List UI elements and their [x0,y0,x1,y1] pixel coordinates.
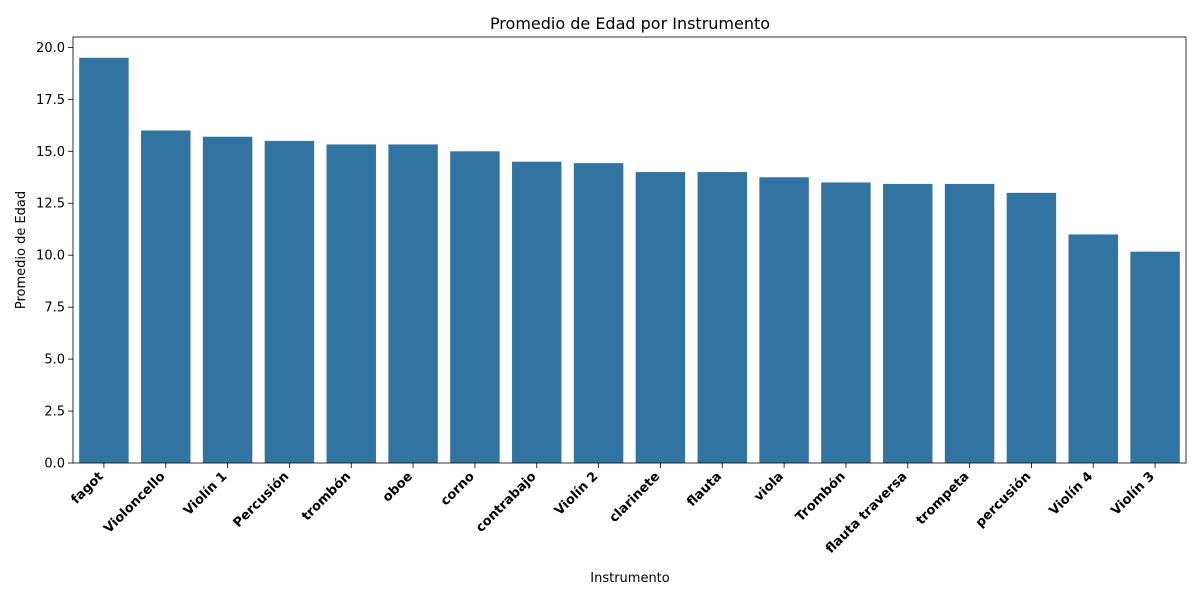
bar-1 [141,130,191,463]
bar-6 [450,151,500,464]
x-tick-label-1: Violoncello [101,469,168,536]
x-tick-label-9: clarinete [607,469,664,526]
y-tick-label-5: 12.5 [36,197,65,212]
x-tick-label-3: Percusión [231,469,293,531]
bar-4 [326,144,376,463]
x-tick-label-17: Violín 3 [1108,469,1157,518]
bar-2 [202,136,253,463]
y-axis-title: Promedio de Edad [14,191,29,309]
y-tick-label-3: 7.5 [44,301,65,316]
x-tick-label-16: Violín 4 [1047,469,1096,518]
x-tick-label-5: oboe [380,469,416,505]
bar-15 [1006,192,1057,464]
x-tick-label-7: contrabajo [473,469,539,535]
bar-13 [883,183,933,464]
x-tick-label-2: Violín 1 [181,469,230,518]
bar-12 [821,182,871,463]
y-tick-label-4: 10.0 [36,249,65,264]
bar-17 [1130,251,1180,463]
bar-8 [573,163,624,463]
bar-9 [635,172,686,463]
bar-11 [759,177,809,463]
plot-area: 0.02.55.07.510.012.515.017.520.0fagotVio… [36,36,1187,557]
bar-0 [79,57,129,463]
chart-title: Promedio de Edad por Instrumento [490,14,770,33]
y-tick-label-8: 20.0 [36,41,65,56]
x-tick-label-4: trombón [299,469,354,524]
bar-16 [1068,234,1118,463]
x-tick-label-15: percusión [973,469,1034,530]
x-tick-label-0: fagot [69,469,107,507]
y-tick-label-6: 15.0 [36,145,65,160]
y-tick-label-2: 5.0 [44,353,65,368]
x-axis-title: Instrumento [590,571,670,586]
x-tick-label-10: flauta [684,469,725,510]
y-tick-label-0: 0.0 [44,457,65,472]
x-tick-label-14: trompeta [914,469,973,528]
x-tick-label-12: Trombón [793,469,849,525]
y-tick-label-1: 2.5 [44,405,65,420]
x-tick-label-8: Violín 2 [552,469,601,518]
bar-10 [697,172,747,463]
bar-3 [264,140,315,463]
plot-frame [72,36,1187,464]
bar-7 [512,161,562,463]
bar-5 [388,144,438,463]
x-tick-label-6: corno [438,469,478,509]
y-tick-label-7: 17.5 [36,93,65,108]
x-tick-label-11: viola [751,469,786,504]
bar-14 [944,183,995,464]
